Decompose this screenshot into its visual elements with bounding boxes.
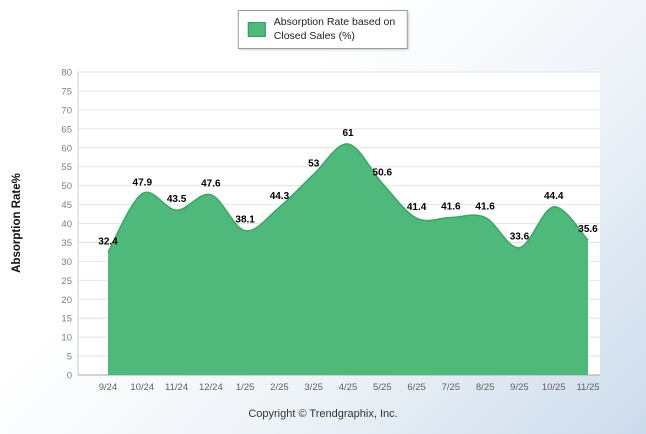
data-label: 44.3 bbox=[270, 191, 290, 202]
y-tick-label: 45 bbox=[61, 200, 72, 211]
y-tick-label: 35 bbox=[61, 238, 72, 249]
data-label: 35.6 bbox=[578, 224, 598, 235]
y-tick-label: 25 bbox=[61, 276, 72, 287]
y-axis-title: Absorption Rate% bbox=[11, 173, 23, 273]
x-tick-label: 4/25 bbox=[339, 382, 358, 393]
data-label: 33.6 bbox=[510, 232, 530, 243]
y-tick-label: 80 bbox=[61, 68, 72, 79]
y-tick-label: 75 bbox=[61, 86, 72, 97]
y-tick-label: 10 bbox=[61, 333, 72, 344]
legend-label-line2: Closed Sales (%) bbox=[273, 29, 355, 42]
x-tick-label: 1/25 bbox=[236, 382, 255, 393]
y-tick-label: 65 bbox=[61, 124, 72, 135]
y-tick-label: 70 bbox=[61, 105, 72, 116]
y-tick-label: 50 bbox=[61, 181, 72, 192]
x-tick-label: 11/25 bbox=[576, 382, 599, 393]
data-label: 43.5 bbox=[167, 194, 187, 205]
y-tick-label: 60 bbox=[61, 143, 72, 154]
data-label: 32.4 bbox=[98, 236, 118, 247]
legend-swatch-icon bbox=[247, 22, 266, 38]
x-tick-label: 8/25 bbox=[476, 382, 495, 393]
data-label: 41.6 bbox=[441, 201, 461, 212]
data-label: 38.1 bbox=[235, 215, 255, 226]
y-tick-label: 40 bbox=[61, 219, 72, 230]
data-label: 50.6 bbox=[373, 167, 393, 178]
data-label: 61 bbox=[342, 128, 354, 139]
x-tick-label: 10/24 bbox=[130, 382, 154, 393]
y-tick-label: 30 bbox=[61, 257, 72, 268]
y-tick-label: 15 bbox=[61, 314, 72, 325]
x-tick-label: 2/25 bbox=[270, 382, 289, 393]
x-tick-label: 9/25 bbox=[510, 382, 529, 393]
y-tick-label: 5 bbox=[67, 352, 72, 363]
copyright-text: Copyright © Trendgraphix, Inc. bbox=[248, 408, 398, 420]
legend-label: Absorption Rate based on Closed Sales (%… bbox=[274, 16, 395, 43]
data-label: 47.6 bbox=[201, 179, 221, 190]
x-tick-label: 9/24 bbox=[99, 382, 118, 393]
x-tick-label: 11/24 bbox=[165, 382, 188, 393]
data-label: 41.4 bbox=[407, 202, 427, 213]
x-tick-label: 6/25 bbox=[407, 382, 426, 393]
y-tick-label: 0 bbox=[67, 371, 72, 382]
area-series bbox=[108, 143, 588, 375]
y-tick-label: 20 bbox=[61, 295, 72, 306]
legend-label-line1: Absorption Rate based on bbox=[273, 16, 396, 28]
x-tick-label: 10/25 bbox=[542, 382, 566, 393]
data-label: 47.9 bbox=[133, 178, 153, 189]
data-label: 44.4 bbox=[544, 191, 564, 202]
data-label: 53 bbox=[308, 158, 320, 169]
x-tick-label: 3/25 bbox=[304, 382, 323, 393]
area-series-topline bbox=[107, 143, 589, 253]
y-tick-label: 55 bbox=[61, 162, 72, 173]
legend: Absorption Rate based on Closed Sales (%… bbox=[237, 10, 409, 50]
x-tick-label: 12/24 bbox=[199, 382, 223, 393]
data-label: 41.6 bbox=[475, 201, 495, 212]
x-tick-label: 5/25 bbox=[373, 382, 392, 393]
x-tick-label: 7/25 bbox=[442, 382, 461, 393]
